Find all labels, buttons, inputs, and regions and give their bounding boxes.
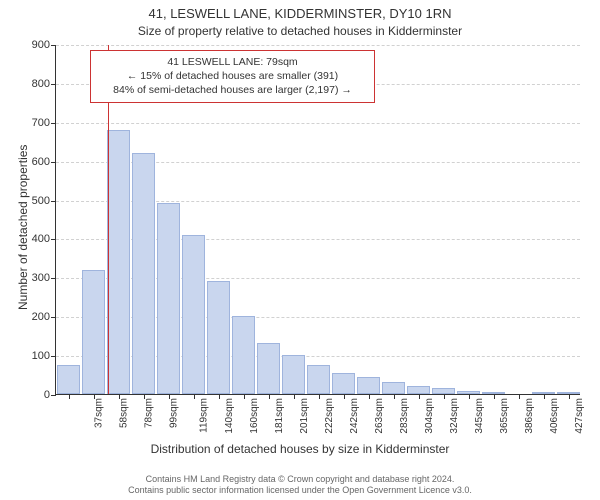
- y-tick-label: 500: [32, 195, 50, 207]
- property-annotation: 41 LESWELL LANE: 79sqm← 15% of detached …: [90, 50, 375, 103]
- x-tick-label: 78sqm: [143, 398, 154, 428]
- histogram-bar: [182, 235, 206, 394]
- x-tick-mark: [244, 394, 245, 399]
- x-tick-mark: [444, 394, 445, 399]
- x-tick-label: 304sqm: [424, 398, 435, 434]
- x-tick-label: 201sqm: [299, 398, 310, 434]
- x-tick-label: 406sqm: [549, 398, 560, 434]
- x-tick-mark: [94, 394, 95, 399]
- x-tick-mark: [394, 394, 395, 399]
- histogram-bar: [407, 386, 431, 394]
- x-tick-mark: [469, 394, 470, 399]
- x-tick-mark: [219, 394, 220, 399]
- histogram-bar: [382, 382, 406, 394]
- y-axis-label: Number of detached properties: [16, 145, 30, 310]
- histogram-bar: [357, 377, 381, 395]
- x-tick-label: 58sqm: [118, 398, 129, 428]
- histogram-bar: [232, 316, 256, 394]
- x-tick-mark: [344, 394, 345, 399]
- x-tick-mark: [494, 394, 495, 399]
- x-tick-mark: [144, 394, 145, 399]
- x-tick-label: 140sqm: [224, 398, 235, 434]
- y-tick-mark: [51, 123, 56, 124]
- x-tick-mark: [169, 394, 170, 399]
- histogram-bar: [307, 365, 331, 394]
- x-tick-label: 386sqm: [524, 398, 535, 434]
- histogram-bar: [257, 343, 281, 394]
- y-tick-label: 900: [32, 39, 50, 51]
- annotation-line: 84% of semi-detached houses are larger (…: [97, 83, 368, 97]
- y-tick-mark: [51, 395, 56, 396]
- x-tick-mark: [544, 394, 545, 399]
- x-tick-label: 263sqm: [374, 398, 385, 434]
- y-tick-mark: [51, 239, 56, 240]
- x-tick-label: 222sqm: [324, 398, 335, 434]
- y-tick-mark: [51, 45, 56, 46]
- y-tick-mark: [51, 162, 56, 163]
- y-tick-mark: [51, 201, 56, 202]
- y-tick-label: 200: [32, 311, 50, 323]
- x-tick-label: 324sqm: [449, 398, 460, 434]
- histogram-bar: [332, 373, 356, 394]
- chart-subtitle: Size of property relative to detached ho…: [0, 24, 600, 38]
- y-tick-label: 700: [32, 117, 50, 129]
- y-tick-mark: [51, 278, 56, 279]
- x-tick-label: 37sqm: [93, 398, 104, 428]
- x-tick-mark: [369, 394, 370, 399]
- x-tick-mark: [319, 394, 320, 399]
- footer-line: Contains HM Land Registry data © Crown c…: [0, 474, 600, 485]
- x-tick-mark: [119, 394, 120, 399]
- y-tick-label: 100: [32, 350, 50, 362]
- annotation-line: ← 15% of detached houses are smaller (39…: [97, 69, 368, 83]
- footer-attribution: Contains HM Land Registry data © Crown c…: [0, 474, 600, 497]
- histogram-bar: [82, 270, 106, 394]
- histogram-bar: [107, 130, 131, 394]
- x-tick-label: 283sqm: [399, 398, 410, 434]
- x-tick-mark: [269, 394, 270, 399]
- x-tick-label: 365sqm: [499, 398, 510, 434]
- histogram-bar: [157, 203, 181, 394]
- x-tick-label: 181sqm: [274, 398, 285, 434]
- grid-line: [56, 45, 580, 46]
- x-tick-label: 427sqm: [574, 398, 585, 434]
- x-tick-mark: [519, 394, 520, 399]
- y-tick-mark: [51, 356, 56, 357]
- page-root: 41, LESWELL LANE, KIDDERMINSTER, DY10 1R…: [0, 0, 600, 500]
- y-tick-label: 800: [32, 78, 50, 90]
- grid-line: [56, 123, 580, 124]
- y-tick-label: 0: [44, 389, 50, 401]
- y-tick-label: 300: [32, 272, 50, 284]
- y-tick-label: 600: [32, 156, 50, 168]
- x-tick-label: 345sqm: [474, 398, 485, 434]
- x-axis-label: Distribution of detached houses by size …: [0, 442, 600, 456]
- annotation-line: 41 LESWELL LANE: 79sqm: [97, 55, 368, 69]
- y-tick-label: 400: [32, 233, 50, 245]
- histogram-bar: [57, 365, 81, 394]
- x-tick-mark: [294, 394, 295, 399]
- histogram-bar: [207, 281, 231, 394]
- x-tick-mark: [419, 394, 420, 399]
- x-tick-mark: [69, 394, 70, 399]
- footer-line: Contains public sector information licen…: [0, 485, 600, 496]
- chart-title: 41, LESWELL LANE, KIDDERMINSTER, DY10 1R…: [0, 6, 600, 21]
- x-tick-label: 99sqm: [168, 398, 179, 428]
- x-tick-label: 242sqm: [349, 398, 360, 434]
- x-tick-label: 160sqm: [249, 398, 260, 434]
- y-tick-mark: [51, 317, 56, 318]
- x-tick-label: 119sqm: [198, 398, 209, 433]
- y-tick-mark: [51, 84, 56, 85]
- x-tick-mark: [194, 394, 195, 399]
- histogram-bar: [282, 355, 306, 394]
- x-tick-mark: [569, 394, 570, 399]
- histogram-bar: [132, 153, 156, 394]
